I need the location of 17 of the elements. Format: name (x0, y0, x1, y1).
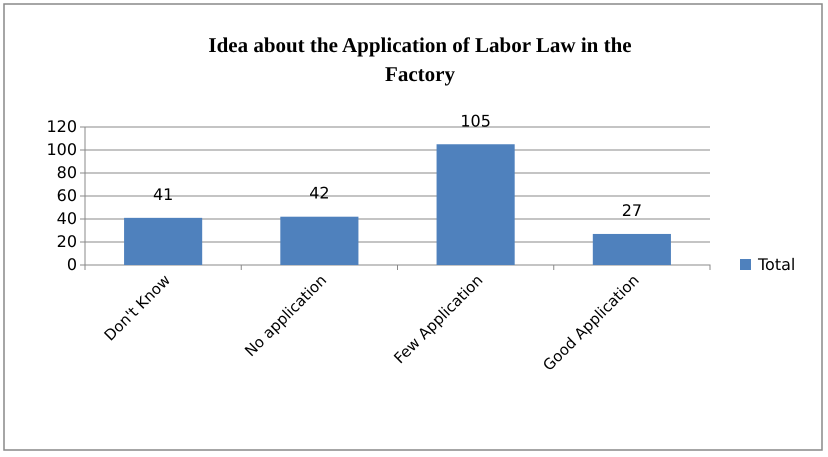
bar (124, 218, 202, 265)
y-tick-label: 20 (56, 232, 77, 252)
data-label: 27 (622, 200, 642, 220)
chart-title: Idea about the Application of Labor Law in the Factory (208, 33, 632, 86)
data-label: 42 (309, 184, 330, 203)
y-tick-label: 80 (56, 163, 77, 182)
legend-label: Total (757, 255, 796, 274)
data-label: 105 (460, 111, 491, 130)
y-tick-label: 60 (56, 186, 77, 206)
y-tick-label: 40 (56, 209, 77, 228)
y-tick-label: 100 (46, 140, 77, 160)
bar (436, 144, 515, 265)
bar (592, 234, 671, 265)
y-tick-label: 120 (46, 117, 77, 136)
y-tick-label: 0 (66, 255, 77, 274)
bar (280, 216, 358, 265)
data-label: 41 (152, 184, 174, 204)
